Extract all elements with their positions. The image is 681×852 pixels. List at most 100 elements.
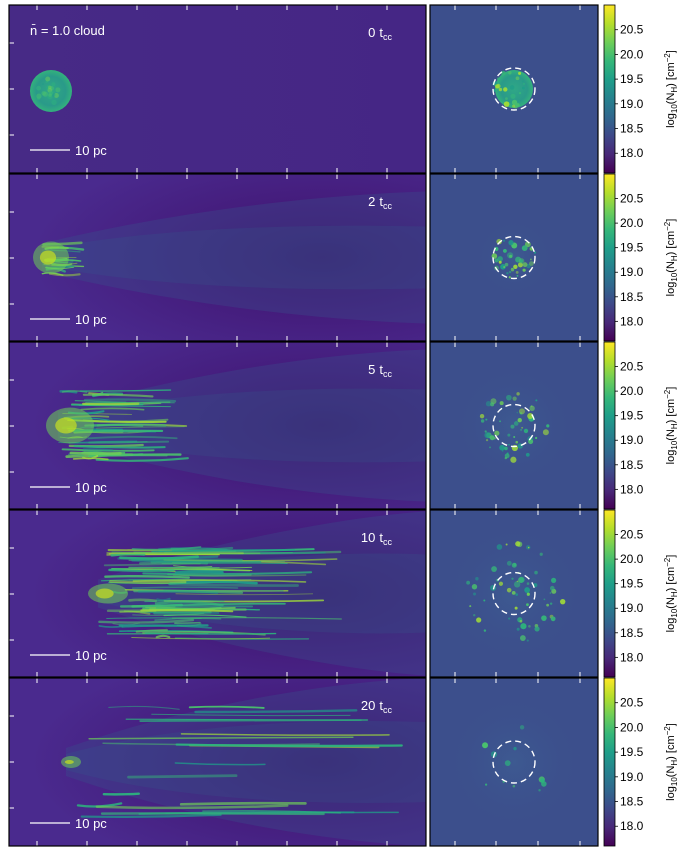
face-clump	[524, 587, 531, 593]
initial-cloud-outline	[492, 571, 536, 616]
colorbar-label-log: log	[665, 282, 677, 297]
filament	[119, 555, 200, 560]
face-clump	[501, 450, 504, 452]
colorbar-label-sub: 10	[670, 272, 679, 281]
face-clump	[482, 742, 489, 749]
face-clump	[529, 405, 535, 411]
filament	[78, 404, 171, 408]
filament	[153, 610, 212, 615]
colorbar-tick-label: 20.5	[620, 360, 644, 374]
filament	[133, 589, 244, 594]
colorbar-label-log: log	[665, 618, 677, 633]
cloud-head-core	[64, 760, 74, 764]
face-clump	[515, 541, 521, 547]
colorbar-tick-label: 18.0	[620, 482, 644, 496]
face-halo	[444, 692, 584, 832]
colorbar-label-sub: 10	[670, 608, 679, 617]
face-clump	[502, 239, 506, 242]
face-clump	[491, 566, 497, 572]
face-clump	[509, 254, 513, 258]
wind-tail-inner	[58, 388, 426, 463]
filament	[180, 733, 390, 736]
filament	[135, 628, 168, 633]
scale-bar-label: 10 pc	[75, 648, 107, 663]
face-clump	[527, 413, 534, 420]
filament	[142, 571, 313, 576]
colorbar-label-sub: 10	[670, 104, 679, 113]
colorbar-tick-label: 19.5	[620, 72, 644, 86]
face-clump	[506, 587, 512, 593]
face-clump	[526, 639, 529, 642]
filament	[137, 590, 219, 595]
face-clump	[515, 103, 520, 107]
face-clump	[539, 552, 543, 556]
face-clump	[504, 760, 511, 767]
face-view-frame	[429, 677, 599, 847]
colorbar-tick-label: 18.0	[620, 650, 644, 664]
colorbar-label-close: ]	[665, 555, 677, 558]
face-clump	[538, 789, 541, 792]
panel-row-4: 10 pc 20 tcc 20.5 20.0 19.5 19.0 18.5 18.0 log10(…	[8, 677, 679, 847]
side-view-frame	[8, 509, 427, 678]
face-clump	[512, 396, 517, 401]
face-clump	[530, 405, 533, 408]
time-number: 10	[361, 530, 375, 545]
face-clump	[519, 635, 526, 641]
cloud-texture	[42, 83, 45, 86]
scale-bar-label: 10 pc	[75, 143, 107, 158]
colorbar-gradient	[603, 509, 616, 678]
face-view-frame	[429, 509, 599, 678]
face-clump	[521, 245, 528, 252]
initial-cloud-outline	[492, 235, 536, 280]
face-clump	[485, 401, 492, 407]
face-clump	[480, 419, 485, 423]
face-clump	[529, 247, 533, 251]
colorbar-label: log10(NH) [cm−2]	[663, 723, 679, 801]
cloud-texture	[51, 82, 56, 87]
filament	[179, 801, 307, 806]
face-clump	[496, 77, 500, 81]
colorbar-label-nh: (N	[665, 429, 677, 441]
filament	[120, 605, 176, 609]
face-halo	[474, 217, 554, 298]
time-subscript: cc	[383, 369, 393, 379]
colorbar-tick-label: 18.5	[620, 290, 644, 304]
colorbar: 20.5 20.0 19.5 19.0 18.5 18.0 log10(NH) [cm−2]	[603, 341, 679, 510]
face-clump	[508, 270, 512, 274]
colorbar-label-close: ]	[665, 723, 677, 726]
filament	[102, 792, 140, 796]
face-clump	[473, 592, 477, 596]
time-unit: t	[379, 194, 383, 209]
face-view-panel	[429, 4, 599, 174]
face-clump	[511, 577, 514, 580]
colorbar-tick-label: 19.0	[620, 97, 644, 111]
initial-cloud-outline	[492, 740, 536, 784]
filament	[188, 705, 265, 709]
time-subscript: cc	[383, 537, 393, 547]
wind-tail-envelope	[98, 511, 426, 676]
face-clump	[543, 598, 546, 601]
colorbar-label-nh-sub: H	[670, 591, 679, 597]
face-clump	[493, 89, 496, 92]
face-clump	[499, 444, 505, 451]
face-clump	[513, 581, 521, 588]
face-clump	[518, 408, 525, 415]
filament	[104, 574, 190, 579]
face-clump	[559, 598, 566, 605]
face-clump	[510, 93, 516, 99]
time-number: 20	[361, 698, 375, 713]
time-subscript: cc	[383, 32, 393, 42]
face-clump	[503, 265, 506, 269]
face-clump	[498, 581, 504, 586]
colorbar-label: log10(NH) [cm−2]	[663, 387, 679, 465]
colorbar-tick-label: 19.5	[620, 409, 644, 423]
face-clump	[495, 84, 500, 89]
face-clump	[510, 456, 517, 463]
face-view-frame	[429, 341, 599, 510]
face-clump	[515, 593, 518, 596]
cloud-texture	[48, 93, 52, 97]
time-unit: t	[379, 698, 383, 713]
time-unit: t	[379, 530, 383, 545]
colorbar-tick-label: 20.5	[620, 192, 644, 206]
face-clump	[475, 577, 479, 581]
